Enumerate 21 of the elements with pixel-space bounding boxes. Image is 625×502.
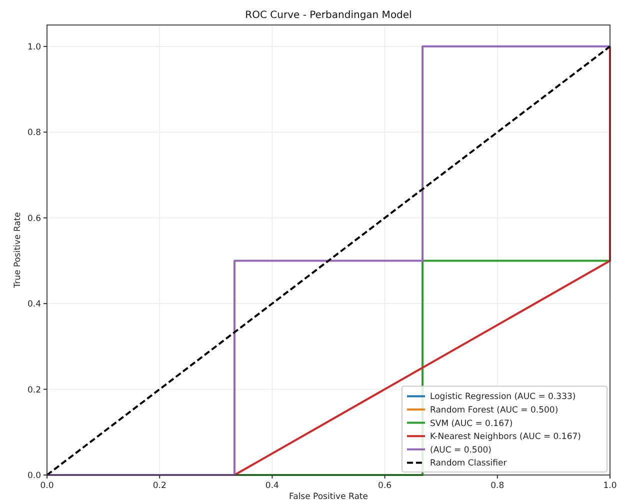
x-tick-label: 0.2: [152, 481, 166, 491]
x-tick-label: 0.0: [40, 481, 54, 491]
x-tick-label: 0.8: [490, 481, 504, 491]
x-tick-label: 0.6: [378, 481, 392, 491]
y-axis-title: True Positive Rate: [13, 212, 23, 289]
y-tick-label: 1.0: [27, 42, 41, 52]
legend-label: K-Nearest Neighbors (AUC = 0.167): [430, 432, 581, 442]
x-tick-label: 0.4: [265, 481, 279, 491]
x-axis-title: False Positive Rate: [289, 492, 368, 502]
y-tick-label: 0.0: [27, 471, 41, 481]
legend-label: Random Classifier: [430, 458, 508, 469]
y-tick-label: 0.6: [27, 214, 41, 224]
legend-label: Logistic Regression (AUC = 0.333): [430, 392, 576, 402]
x-tick-label: 1.0: [603, 481, 617, 491]
y-tick-label: 0.8: [27, 128, 41, 138]
chart-title: ROC Curve - Perbandingan Model: [245, 10, 412, 21]
legend-label: Random Forest (AUC = 0.500): [430, 406, 558, 416]
legend-label: (AUC = 0.500): [430, 445, 492, 456]
y-tick-label: 0.4: [27, 300, 41, 310]
y-tick-label: 0.2: [27, 385, 41, 396]
legend-label: SVM (AUC = 0.167): [430, 418, 513, 429]
